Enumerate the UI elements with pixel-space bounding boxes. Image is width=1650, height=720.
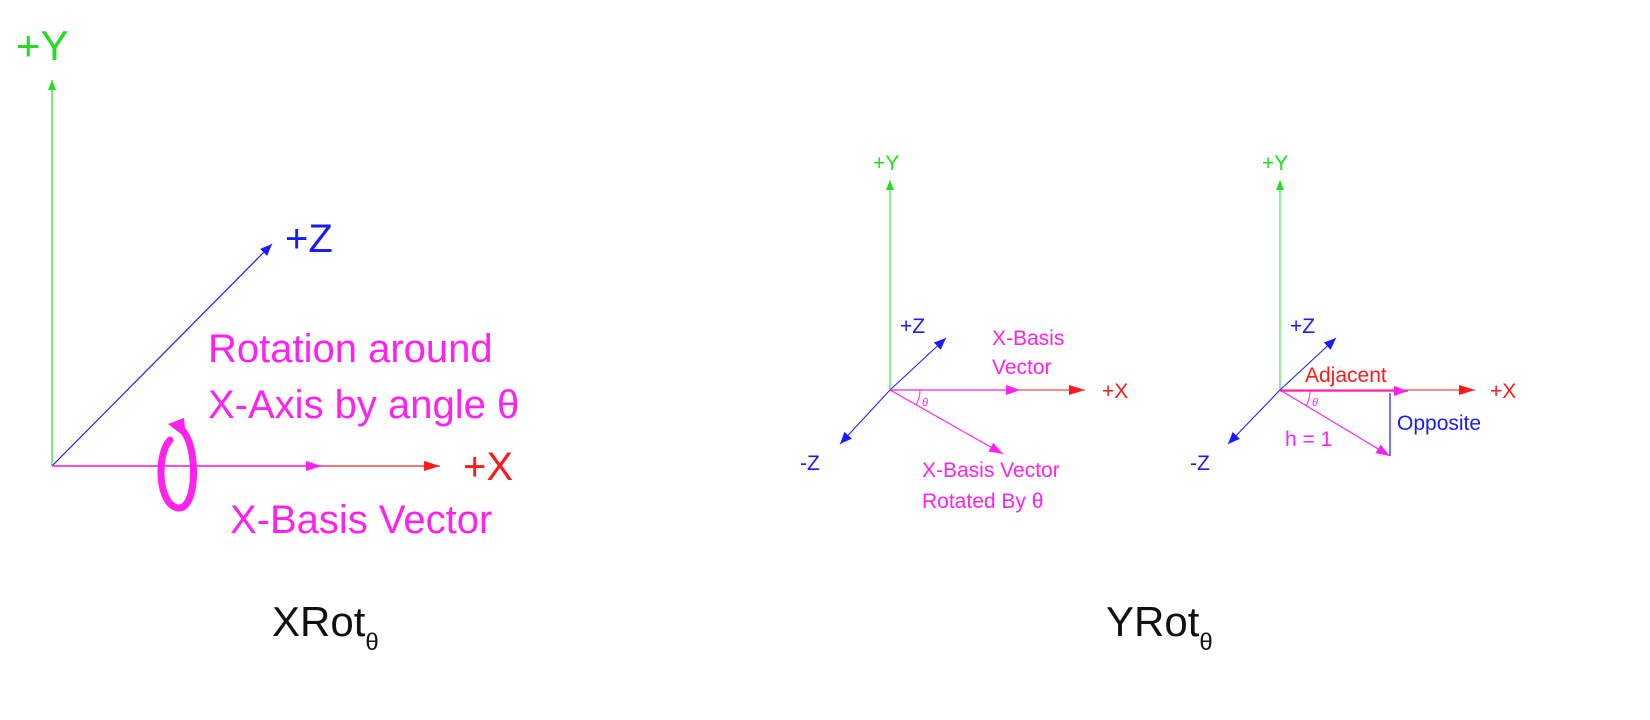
yrot-a-z-neg-axis xyxy=(839,389,891,445)
xrot-y-label: +Y xyxy=(16,22,69,69)
xrot-x-label: +X xyxy=(463,445,513,489)
xrot-basis-label: X-Basis Vector xyxy=(230,498,492,542)
yrot-a-z-neg-label: -Z xyxy=(800,452,820,475)
yrot-triangle-panel: θ +Y +Z -Z +X Adjacent Opposite h = 1 xyxy=(1190,152,1516,475)
yrot-b-z-pos-label: +Z xyxy=(1290,315,1315,338)
yrot-a-rotated-line1: X-Basis Vector xyxy=(922,459,1060,482)
yrot-b-z-pos-axis xyxy=(1279,337,1337,391)
yrot-basis-panel: θ +Y +Z -Z +X X-Basis Vector X-Basis Vec… xyxy=(800,152,1128,513)
yrot-caption-main: YRot xyxy=(1106,598,1200,645)
yrot-a-z-pos-label: +Z xyxy=(900,315,925,338)
yrot-b-hyp-label: h = 1 xyxy=(1285,428,1332,451)
yrot-b-angle-mark: θ xyxy=(1312,397,1318,409)
yrot-a-rotated-line2: Rotated By θ xyxy=(922,490,1043,513)
yrot-b-hypotenuse xyxy=(1279,389,1391,457)
yrot-b-z-neg-axis xyxy=(1227,389,1281,445)
xrot-z-label: +Z xyxy=(285,217,333,261)
yrot-caption: YRotθ xyxy=(1106,598,1213,656)
yrot-a-x-label: +X xyxy=(1102,380,1128,403)
xrot-z-axis xyxy=(51,243,273,467)
yrot-a-z-pos-axis xyxy=(889,337,947,391)
yrot-a-basis-line1: X-Basis xyxy=(992,327,1064,350)
xrot-caption-sub: θ xyxy=(365,629,378,656)
yrot-a-angle-mark: θ xyxy=(922,397,928,409)
rotation-arrow-icon xyxy=(157,418,198,512)
yrot-b-y-label: +Y xyxy=(1262,152,1288,175)
xrot-caption: XRotθ xyxy=(272,598,379,656)
yrot-b-angle-arc xyxy=(1305,390,1311,407)
yrot-b-x-label: +X xyxy=(1490,380,1516,403)
yrot-a-rotated-vector xyxy=(889,389,1004,455)
yrot-a-y-label: +Y xyxy=(873,152,899,175)
xrot-rotation-line2: X-Axis by angle θ xyxy=(208,383,519,427)
yrot-a-basis-line2: Vector xyxy=(992,356,1052,379)
yrot-caption-sub: θ xyxy=(1199,629,1212,656)
xrot-caption-main: XRot xyxy=(272,598,366,645)
yrot-b-z-neg-label: -Z xyxy=(1190,452,1210,475)
yrot-b-adjacent-label: Adjacent xyxy=(1305,364,1387,387)
xrot-rotation-line1: Rotation around xyxy=(208,327,493,371)
xrot-panel: +Y +Z +X Rotation around X-Axis by angle… xyxy=(16,22,519,656)
yrot-b-opposite-label: Opposite xyxy=(1397,412,1481,435)
yrot-a-angle-arc xyxy=(915,389,921,406)
